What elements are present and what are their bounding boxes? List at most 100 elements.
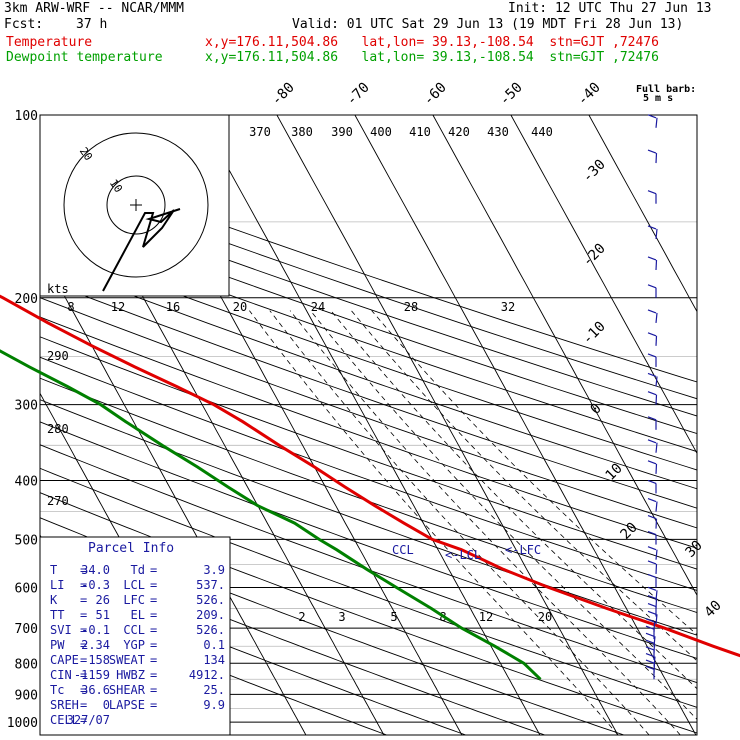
- valid-time: Valid: 01 UTC Sat 29 Jun 13 (19 MDT Fri …: [292, 17, 684, 32]
- wind-barb-units: 5 m s: [643, 93, 674, 104]
- parcel-eq: =: [150, 653, 157, 667]
- temperature-legend: Temperature: [6, 35, 93, 50]
- parcel-value: 0.1: [203, 638, 225, 652]
- parcel-eq: =: [150, 638, 157, 652]
- parcel-panel: [39, 536, 231, 736]
- dewpoint-legend: Dewpoint temperature: [6, 50, 163, 65]
- theta-tick-label: 380: [291, 125, 313, 139]
- wind-barb: [655, 442, 658, 453]
- dry-adiabat-line: [40, 316, 697, 549]
- parcel-value: 4912.: [189, 668, 225, 682]
- moist-adiabat-line: [371, 310, 697, 636]
- parcel-value: -0.1: [81, 623, 110, 637]
- temperature-tick-label: -70: [344, 80, 373, 109]
- parcel-value: 36.6: [81, 683, 110, 697]
- parcel-label: SWEAT: [109, 653, 145, 667]
- mixing-ratio-tick-label: 28: [404, 300, 418, 314]
- temperature-tick-label: -10: [580, 319, 609, 348]
- parcel-label: CELL: [50, 713, 79, 727]
- temperature-tick-label: -40: [575, 80, 604, 109]
- mixing-ratio-tick-label: 12: [479, 610, 493, 624]
- dry-adiabat-line: [40, 173, 697, 400]
- parcel-label: Tc: [50, 683, 64, 697]
- pressure-tick-label: 500: [15, 533, 38, 548]
- pressure-tick-label: 1000: [7, 716, 38, 731]
- wind-barb-flag: [647, 332, 657, 337]
- theta-tick-label: 270: [47, 494, 69, 508]
- pressure-tick-label: 800: [15, 657, 38, 672]
- parcel-label: SVI: [50, 623, 72, 637]
- temperature-tick-label: -30: [580, 157, 609, 186]
- wind-barb: [655, 463, 658, 474]
- parcel-label: CCL: [123, 623, 145, 637]
- parcel-label: YGP: [123, 638, 145, 652]
- wind-barb-flag: [647, 256, 657, 261]
- init-time: Init: 12 UTC Thu 27 Jun 13: [508, 1, 712, 16]
- wind-barb-flag: [647, 416, 657, 421]
- parcel-label: CIN: [50, 668, 72, 682]
- theta-tick-label: 280: [47, 422, 69, 436]
- parcel-eq: =: [80, 638, 87, 652]
- wind-barb-flag: [647, 546, 657, 551]
- wind-barb-flag: [645, 646, 655, 651]
- wind-barb-flag: [647, 353, 657, 358]
- wind-barb-flag: [647, 479, 657, 484]
- dry-adiabat-line: [40, 278, 697, 509]
- dry-adiabat-line: [40, 224, 697, 453]
- parcel-value: 0: [103, 698, 110, 712]
- isotherm-line: [354, 115, 697, 735]
- wind-barb-flag: [647, 560, 657, 565]
- mixing-ratio-tick-label: 20: [233, 300, 247, 314]
- temperature-info: x,y=176.11,504.86 lat,lon= 39.13,-108.54…: [205, 35, 659, 50]
- hodograph-trace: [102, 208, 181, 292]
- pressure-tick-label: 400: [15, 475, 38, 490]
- mixing-ratio-tick-label: 5: [390, 610, 397, 624]
- parcel-eq: =: [150, 623, 157, 637]
- wind-barb-flag: [647, 498, 657, 503]
- parcel-eq: =: [80, 578, 87, 592]
- mixing-ratio-tick-label: 3: [338, 610, 345, 624]
- isotherm-line: [276, 115, 619, 735]
- wind-barb-flag: [647, 439, 657, 444]
- theta-tick-label: 290: [47, 349, 69, 363]
- wind-barb: [655, 259, 658, 271]
- theta-tick-label: 420: [448, 125, 470, 139]
- hodograph-units-label: kts: [47, 282, 69, 296]
- dry-adiabat-line: [40, 598, 387, 735]
- dry-adiabat-line: [40, 492, 697, 734]
- parcel-label: PW: [50, 638, 65, 652]
- parcel-value: 537.: [196, 578, 225, 592]
- temperature-tick-label: -20: [580, 241, 609, 270]
- parcel-value: 158: [88, 653, 110, 667]
- wind-barb-flag: [645, 618, 655, 623]
- wind-barb-flag: [647, 515, 657, 520]
- parcel-label: CAPE: [50, 653, 79, 667]
- theta-tick-label: 440: [531, 125, 553, 139]
- marker-ccl: CCL: [392, 543, 414, 557]
- parcel-value: 26: [96, 593, 110, 607]
- wind-barb-flag: [645, 625, 655, 630]
- pressure-tick-label: 900: [15, 688, 38, 703]
- pressure-tick-label: 600: [15, 581, 38, 596]
- dry-adiabat-line: [40, 336, 697, 570]
- parcel-eq: =: [80, 608, 87, 622]
- moist-adiabat-line: [330, 310, 697, 690]
- isotherm-line: [510, 115, 697, 455]
- parcel-label: HWBZ: [116, 668, 145, 682]
- isotherm-line: [42, 115, 385, 735]
- parcel-value: 2.34: [81, 638, 110, 652]
- dewpoint-info: x,y=176.11,504.86 lat,lon= 39.13,-108.54…: [205, 50, 659, 65]
- hodograph-ring: [106, 175, 166, 235]
- mixing-ratio-tick-label: 24: [311, 300, 325, 314]
- parcel-value: 526.: [196, 623, 225, 637]
- wind-barb-flag: [647, 372, 657, 378]
- parcel-eq: =: [150, 683, 157, 697]
- wind-barb-flag: [647, 594, 657, 600]
- wind-barb-flag: [647, 391, 657, 396]
- wind-barb: [655, 335, 658, 346]
- wind-barb-flag: [647, 114, 657, 119]
- wind-barb: [655, 228, 658, 239]
- parcel-label: T: [50, 563, 57, 577]
- parcel-value: 51: [96, 608, 110, 622]
